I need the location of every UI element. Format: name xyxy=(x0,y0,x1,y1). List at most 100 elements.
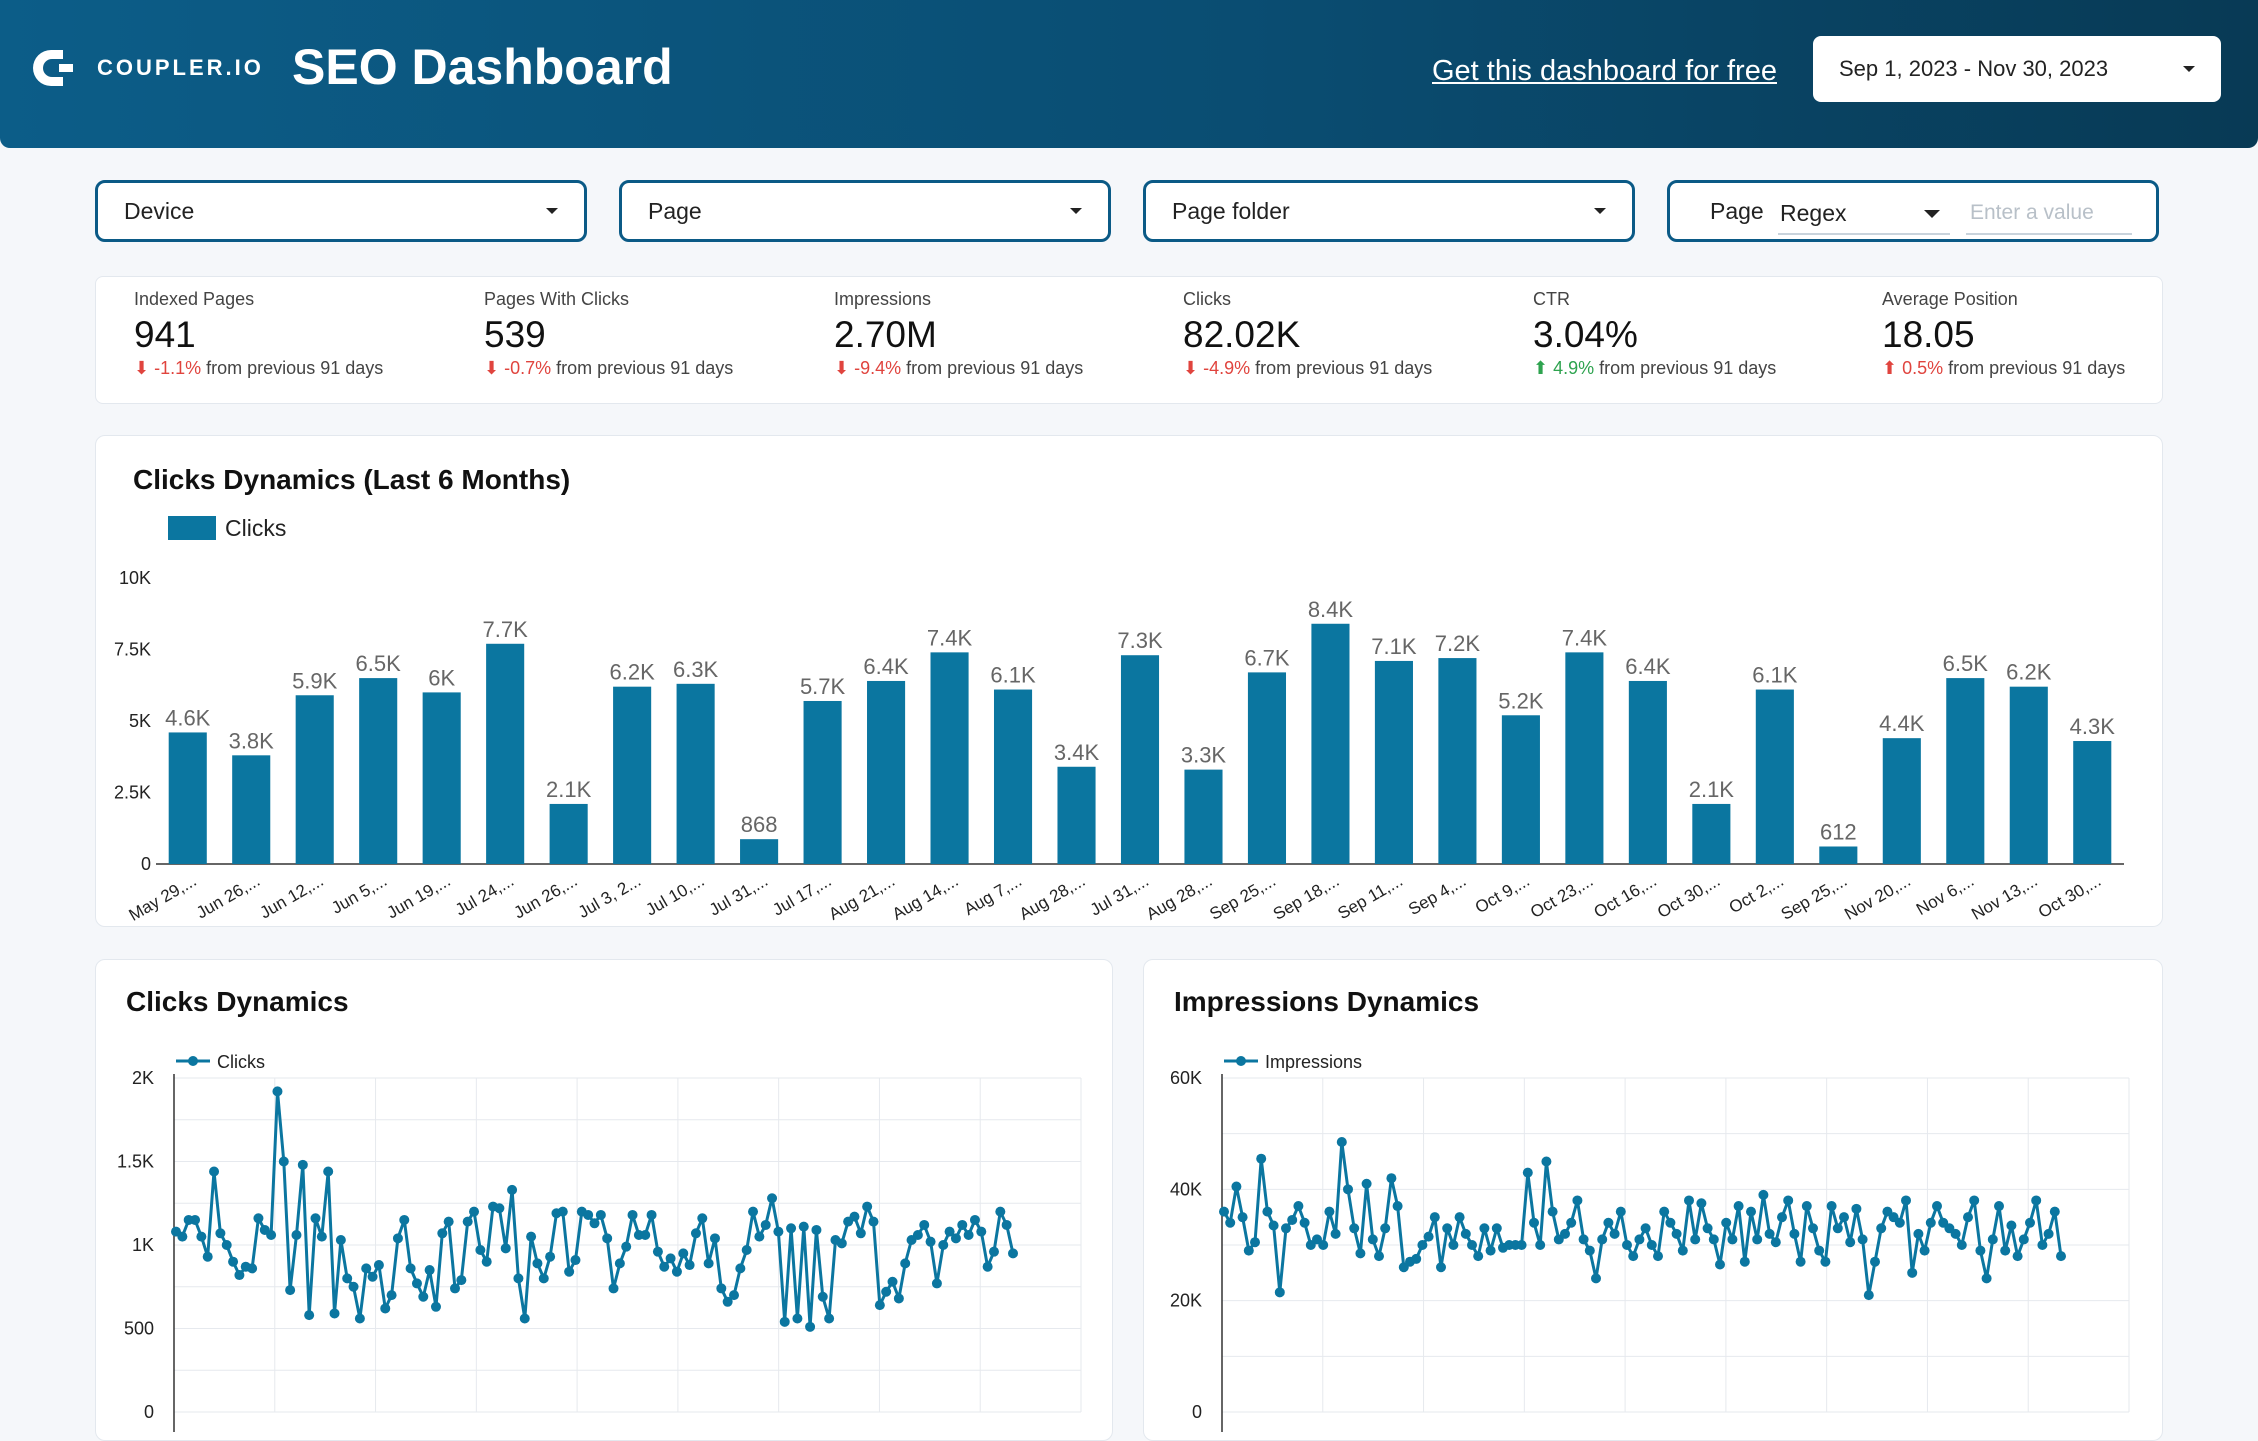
y-tick-label: 1K xyxy=(132,1235,154,1255)
data-point xyxy=(1696,1198,1707,1209)
kpi-average-position: Average Position 18.05 ⬆ 0.5% from previ… xyxy=(1882,289,2125,379)
data-point xyxy=(519,1313,530,1324)
data-point xyxy=(1603,1217,1614,1228)
kpi-value: 3.04% xyxy=(1533,314,1638,355)
data-point xyxy=(1591,1273,1601,1284)
regex-mode-select[interactable]: Regex xyxy=(1778,193,1950,235)
x-tick-label: Aug 7,... xyxy=(961,871,1025,919)
data-point xyxy=(405,1263,416,1274)
kpi-impressions: Impressions 2.70M ⬇ -9.4% from previous … xyxy=(834,289,1083,379)
brand-logo[interactable]: COUPLER.IO xyxy=(33,44,264,92)
clicks-line-chart: Clicks 0 500 1K 1.5K 2K xyxy=(117,1052,1082,1432)
data-label: 4.4K xyxy=(1879,711,1925,736)
data-label: 4.3K xyxy=(2070,714,2116,739)
x-tick-label: Jun 12,... xyxy=(257,871,327,922)
data-point xyxy=(982,1261,993,1272)
x-tick-label: Aug 28,... xyxy=(1016,871,1089,924)
data-label: 3.3K xyxy=(1181,743,1227,768)
data-point xyxy=(1473,1251,1484,1262)
data-point xyxy=(1386,1173,1397,1184)
data-point xyxy=(190,1214,201,1225)
kpi-label: CTR xyxy=(1533,289,1570,309)
bar xyxy=(1819,846,1858,864)
data-point xyxy=(1919,1245,1930,1256)
data-point xyxy=(1764,1228,1775,1239)
kpi-delta-value: -1.1% xyxy=(154,358,202,378)
data-point xyxy=(494,1203,505,1214)
page-regex-label: Page xyxy=(1710,197,1764,224)
data-point xyxy=(950,1233,961,1244)
data-point xyxy=(342,1273,353,1284)
data-label: 612 xyxy=(1820,819,1857,844)
x-tick-label: Jul 24,... xyxy=(452,871,517,920)
data-point xyxy=(1665,1217,1676,1228)
data-point xyxy=(887,1276,898,1287)
data-point xyxy=(430,1301,441,1312)
data-point xyxy=(1963,1212,1973,1223)
data-label: 3.4K xyxy=(1054,740,1100,765)
data-point xyxy=(919,1219,930,1230)
legend-label: Clicks xyxy=(225,515,286,541)
x-tick-label: Jul 31,... xyxy=(706,871,771,920)
device-filter[interactable]: Device xyxy=(95,180,587,242)
data-point xyxy=(944,1226,955,1237)
data-point xyxy=(1454,1212,1465,1223)
x-tick-label: Oct 2,... xyxy=(1726,871,1787,917)
y-tick-label: 0 xyxy=(144,1402,154,1422)
kpi-delta: ⬆ 0.5% from previous 91 days xyxy=(1882,358,2125,379)
data-point xyxy=(1845,1237,1856,1248)
kpi-label: Indexed Pages xyxy=(134,289,255,309)
data-point xyxy=(608,1283,619,1294)
date-range-picker[interactable]: Sep 1, 2023 - Nov 30, 2023 xyxy=(1813,36,2221,102)
bar xyxy=(1882,738,1921,864)
y-tick-label: 2K xyxy=(132,1068,154,1088)
bar xyxy=(930,652,969,864)
data-point xyxy=(2006,1220,2017,1231)
x-tick-label: Sep 4,... xyxy=(1405,871,1469,919)
data-point xyxy=(177,1231,188,1242)
data-point xyxy=(1001,1219,1012,1230)
bar xyxy=(1438,658,1477,864)
page-folder-filter[interactable]: Page folder xyxy=(1143,180,1635,242)
data-point xyxy=(779,1316,790,1327)
data-point xyxy=(1008,1248,1018,1259)
data-point xyxy=(316,1231,327,1242)
data-point xyxy=(1820,1256,1831,1267)
data-point xyxy=(1479,1223,1490,1234)
clicks-line-title: Clicks Dynamics xyxy=(126,986,349,1017)
data-point xyxy=(735,1263,746,1274)
legend-label: Clicks xyxy=(217,1052,265,1072)
kpi-delta-value: -4.9% xyxy=(1203,358,1251,378)
get-dashboard-link[interactable]: Get this dashboard for free xyxy=(1432,55,1777,87)
data-point xyxy=(1640,1223,1651,1234)
data-point xyxy=(1423,1231,1434,1242)
data-point xyxy=(1268,1220,1279,1231)
arrow-down-icon: ⬇ xyxy=(1183,358,1199,378)
kpi-delta-suffix: from previous 91 days xyxy=(1948,358,2126,378)
y-tick-label: 7.5K xyxy=(114,640,151,660)
kpi-delta: ⬆ 4.9% from previous 91 days xyxy=(1533,358,1776,379)
data-label: 6.5K xyxy=(1943,651,1989,676)
kpi-delta: ⬇ -1.1% from previous 91 days xyxy=(134,358,383,379)
regex-value-input[interactable] xyxy=(1966,193,2132,235)
data-point xyxy=(500,1243,511,1254)
kpi-ctr: CTR 3.04% ⬆ 4.9% from previous 91 days xyxy=(1533,289,1776,379)
impressions-line-chart-panel: Impressions Dynamics Impressions 0 20K 40K 6… xyxy=(1143,959,2163,1441)
x-tick-label: Jun 19,... xyxy=(384,871,454,922)
data-point xyxy=(564,1266,575,1277)
caret-down-icon xyxy=(1924,210,1940,218)
bar xyxy=(549,803,588,864)
bar xyxy=(803,700,842,864)
data-point xyxy=(2025,1217,2035,1228)
header: COUPLER.IO SEO Dashboard Get this dashbo… xyxy=(0,0,2258,148)
arrow-up-icon: ⬆ xyxy=(1533,358,1549,378)
data-point xyxy=(1783,1195,1794,1206)
page-filter[interactable]: Page xyxy=(619,180,1111,242)
data-point xyxy=(874,1300,885,1311)
data-point xyxy=(1535,1240,1546,1250)
data-point xyxy=(811,1224,822,1235)
y-tick-label: 60K xyxy=(1170,1068,1202,1088)
data-point xyxy=(507,1184,518,1195)
data-point xyxy=(1795,1256,1806,1267)
data-point xyxy=(1442,1223,1453,1234)
